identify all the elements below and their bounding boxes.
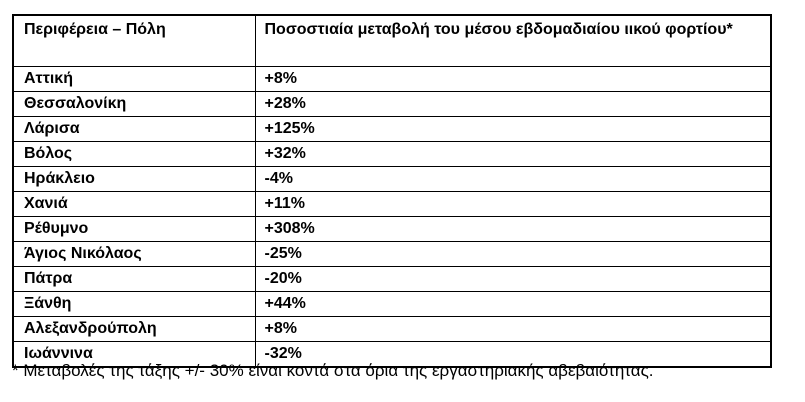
- table-row: Ηράκλειο -4%: [12, 166, 772, 192]
- change-cell: -25%: [254, 241, 772, 267]
- change-cell: +28%: [254, 91, 772, 117]
- region-cell: Ηράκλειο: [12, 166, 256, 192]
- footnote: * Μεταβολές της τάξης +/- 30% είναι κοντ…: [12, 361, 654, 380]
- column-header-percent-change: Ποσοστιαία μεταβολή του μέσου εβδομαδιαί…: [254, 14, 772, 67]
- region-cell: Λάρισα: [12, 116, 256, 142]
- change-cell: +8%: [254, 316, 772, 342]
- table-row: Αλεξανδρούπολη +8%: [12, 316, 772, 342]
- region-cell: Χανιά: [12, 191, 256, 217]
- viral-load-table: Περιφέρεια – Πόλη Ποσοστιαία μεταβολή το…: [12, 14, 772, 368]
- table-row: Πάτρα -20%: [12, 266, 772, 292]
- table-header-row: Περιφέρεια – Πόλη Ποσοστιαία μεταβολή το…: [12, 14, 772, 67]
- region-cell: Ιωάννινα: [12, 341, 256, 368]
- region-cell: Αλεξανδρούπολη: [12, 316, 256, 342]
- change-cell: -32%: [254, 341, 772, 368]
- table-row: Θεσσαλονίκη +28%: [12, 91, 772, 117]
- table-row: Χανιά +11%: [12, 191, 772, 217]
- column-header-region-city: Περιφέρεια – Πόλη: [12, 14, 256, 67]
- region-cell: Άγιος Νικόλαος: [12, 241, 256, 267]
- change-cell: +11%: [254, 191, 772, 217]
- table-row: Άγιος Νικόλαος -25%: [12, 241, 772, 267]
- change-cell: +308%: [254, 216, 772, 242]
- table-row: Ιωάννινα -32%: [12, 341, 772, 368]
- region-cell: Θεσσαλονίκη: [12, 91, 256, 117]
- change-cell: +44%: [254, 291, 772, 317]
- change-cell: +32%: [254, 141, 772, 167]
- change-cell: +125%: [254, 116, 772, 142]
- table-row: Ξάνθη +44%: [12, 291, 772, 317]
- region-cell: Πάτρα: [12, 266, 256, 292]
- region-cell: Αττική: [12, 66, 256, 92]
- table-row: Αττική +8%: [12, 66, 772, 92]
- change-cell: -4%: [254, 166, 772, 192]
- region-cell: Ξάνθη: [12, 291, 256, 317]
- region-cell: Ρέθυμνο: [12, 216, 256, 242]
- table-row: Βόλος +32%: [12, 141, 772, 167]
- change-cell: +8%: [254, 66, 772, 92]
- table-row: Λάρισα +125%: [12, 116, 772, 142]
- region-cell: Βόλος: [12, 141, 256, 167]
- change-cell: -20%: [254, 266, 772, 292]
- table-row: Ρέθυμνο +308%: [12, 216, 772, 242]
